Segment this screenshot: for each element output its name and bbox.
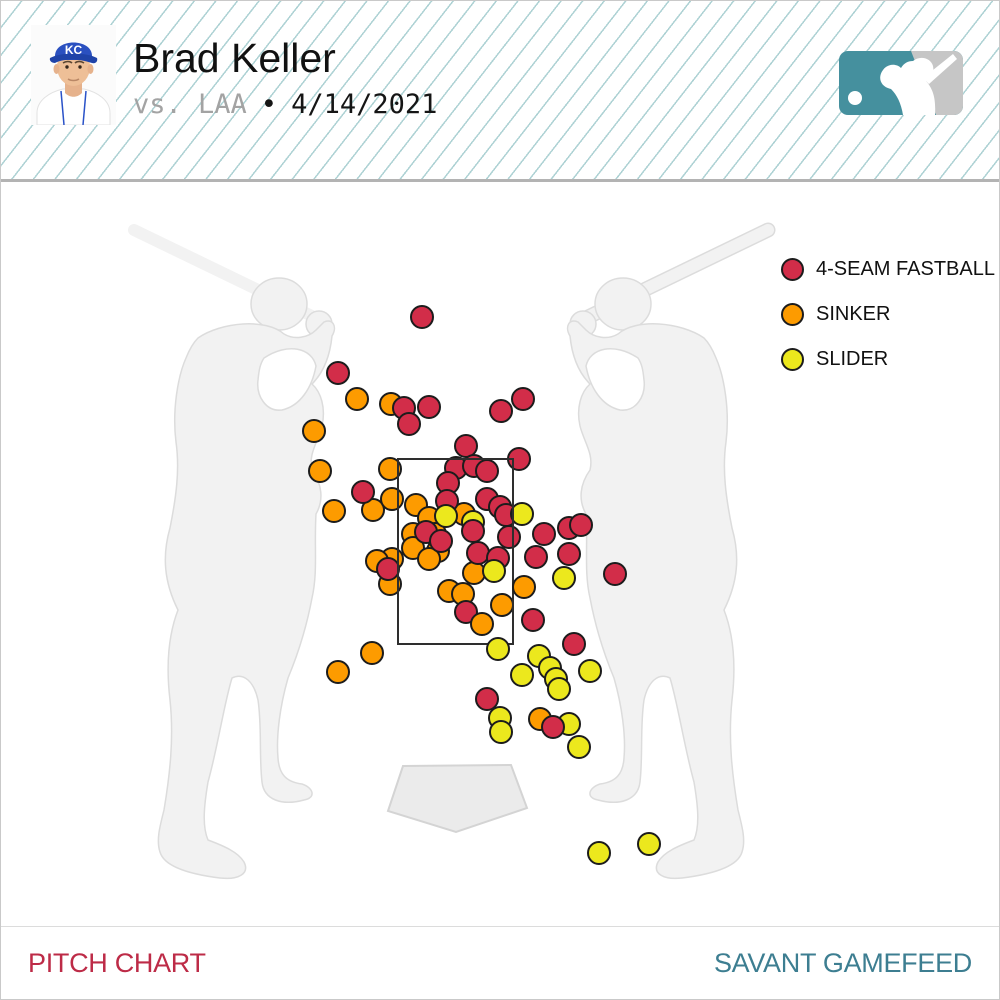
pitch-dot-ff[interactable] xyxy=(454,434,478,458)
pitch-dot-si[interactable] xyxy=(417,547,441,571)
home-plate xyxy=(386,763,529,834)
pitch-dot-ff[interactable] xyxy=(497,525,521,549)
savant-gamefeed-link[interactable]: SAVANT GAMEFEED xyxy=(713,947,972,978)
pitch-dot-sl[interactable] xyxy=(567,735,591,759)
pitch-dot-sl[interactable] xyxy=(552,566,576,590)
pitch-dot-sl[interactable] xyxy=(510,663,534,687)
pitch-dot-sl[interactable] xyxy=(637,832,661,856)
pitch-dot-si[interactable] xyxy=(345,387,369,411)
pitch-dot-ff[interactable] xyxy=(397,412,421,436)
header: KC Brad Keller vs. LAA • 4/14/2021 xyxy=(1,1,999,182)
pitch-dot-ff[interactable] xyxy=(351,480,375,504)
baseball-icon xyxy=(848,91,862,105)
legend-label: SLIDER xyxy=(816,348,889,370)
pitch-dot-ff[interactable] xyxy=(475,687,499,711)
pitch-dot-ff[interactable] xyxy=(521,608,545,632)
pitch-dot-si[interactable] xyxy=(360,641,384,665)
pitch-dot-si[interactable] xyxy=(512,575,536,599)
matchup-line: vs. LAA • 4/14/2021 xyxy=(133,89,437,120)
opponent-label: vs. LAA xyxy=(133,89,247,120)
pitch-dot-ff[interactable] xyxy=(461,519,485,543)
pitch-dot-si[interactable] xyxy=(302,419,326,443)
pitch-dot-sl[interactable] xyxy=(578,659,602,683)
page-title: Brad Keller xyxy=(133,35,336,81)
pitch-dot-sl[interactable] xyxy=(482,559,506,583)
player-headshot: KC xyxy=(31,25,116,125)
pitch-dot-ff[interactable] xyxy=(569,513,593,537)
legend-item-si: SINKER xyxy=(781,292,995,337)
pitch-dot-ff[interactable] xyxy=(532,522,556,546)
pitch-chart-link[interactable]: PITCH CHART xyxy=(28,947,206,978)
pitch-dot-ff[interactable] xyxy=(417,395,441,419)
pitch-dot-ff[interactable] xyxy=(562,632,586,656)
legend-label: SINKER xyxy=(816,303,891,325)
pitch-dot-si[interactable] xyxy=(462,561,486,585)
cap-brim xyxy=(49,53,98,64)
pitch-dot-ff[interactable] xyxy=(475,459,499,483)
pitch-dot-ff[interactable] xyxy=(524,545,548,569)
jersey xyxy=(36,88,111,125)
pitch-layer-above xyxy=(326,575,661,865)
legend-label: 4-SEAM FASTBALL xyxy=(816,258,995,280)
pitch-layer-below xyxy=(302,305,627,624)
pitch-dot-si[interactable] xyxy=(322,499,346,523)
batter-silhouette-right xyxy=(566,222,776,880)
pitch-dot-ff[interactable] xyxy=(489,399,513,423)
pitch-dot-si[interactable] xyxy=(490,593,514,617)
legend-swatch-si xyxy=(781,303,804,326)
pitch-dot-ff[interactable] xyxy=(429,529,453,553)
pitch-dot-si[interactable] xyxy=(470,612,494,636)
game-date: 4/14/2021 xyxy=(291,89,438,120)
legend-item-sl: SLIDER xyxy=(781,337,995,382)
pitch-dot-ff[interactable] xyxy=(410,305,434,329)
pitch-dot-si[interactable] xyxy=(361,498,385,522)
pitch-dot-sl[interactable] xyxy=(510,502,534,526)
pitch-dot-ff[interactable] xyxy=(557,542,581,566)
pitch-type-legend: 4-SEAM FASTBALL SINKER SLIDER xyxy=(781,247,995,382)
pitch-dot-si[interactable] xyxy=(326,660,350,684)
batter-icon xyxy=(880,57,936,115)
legend-swatch-ff xyxy=(781,258,804,281)
bat-icon xyxy=(923,54,957,84)
batter-silhouette-left xyxy=(128,224,336,880)
pitch-dot-sl[interactable] xyxy=(486,637,510,661)
cap-logo: KC xyxy=(65,43,83,57)
separator-dot: • xyxy=(260,89,278,120)
pitch-dot-si[interactable] xyxy=(380,487,404,511)
pitch-dot-ff[interactable] xyxy=(326,361,350,385)
pitch-dot-ff[interactable] xyxy=(603,562,627,586)
pitch-dot-sl[interactable] xyxy=(587,841,611,865)
pitch-dot-sl[interactable] xyxy=(547,677,571,701)
mlb-logo xyxy=(839,51,963,115)
pitch-dot-si[interactable] xyxy=(378,457,402,481)
pitch-dot-sl[interactable] xyxy=(489,720,513,744)
pitch-dot-ff[interactable] xyxy=(454,600,478,624)
pitch-dot-ff[interactable] xyxy=(541,715,565,739)
pitch-dot-ff[interactable] xyxy=(511,387,535,411)
legend-swatch-sl xyxy=(781,348,804,371)
pitch-dot-sl[interactable] xyxy=(434,504,458,528)
legend-item-ff: 4-SEAM FASTBALL xyxy=(781,247,995,292)
pitch-dot-ff[interactable] xyxy=(376,557,400,581)
strike-zone xyxy=(397,458,514,645)
pitch-dot-ff[interactable] xyxy=(466,541,490,565)
pitch-dot-si[interactable] xyxy=(308,459,332,483)
footer: PITCH CHART SAVANT GAMEFEED xyxy=(1,926,999,999)
